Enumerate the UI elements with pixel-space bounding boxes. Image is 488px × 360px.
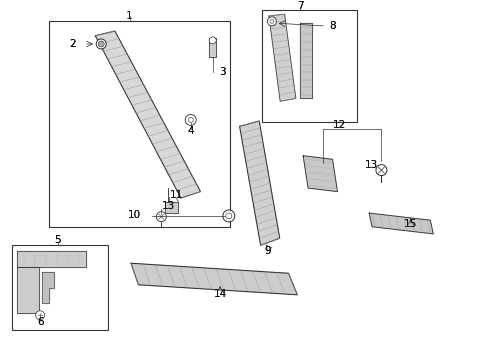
- Text: 3: 3: [219, 67, 225, 77]
- Text: 15: 15: [403, 219, 417, 229]
- Text: 1: 1: [126, 11, 133, 21]
- Circle shape: [98, 41, 104, 47]
- Text: 6: 6: [37, 318, 43, 327]
- Circle shape: [36, 311, 44, 320]
- Circle shape: [188, 117, 193, 122]
- Text: 13: 13: [364, 160, 378, 170]
- Text: 2: 2: [69, 39, 76, 49]
- Text: 14: 14: [213, 289, 226, 299]
- Text: 8: 8: [328, 21, 335, 31]
- Text: 10: 10: [128, 210, 141, 220]
- Bar: [12, 245, 107, 329]
- Polygon shape: [300, 23, 311, 98]
- Circle shape: [269, 19, 273, 23]
- Circle shape: [223, 210, 234, 222]
- Text: 11: 11: [169, 190, 183, 200]
- Text: 8: 8: [328, 21, 335, 31]
- Text: 14: 14: [213, 289, 226, 299]
- Polygon shape: [303, 156, 337, 192]
- Text: 2: 2: [69, 39, 76, 49]
- Text: 7: 7: [296, 1, 303, 11]
- Polygon shape: [17, 251, 85, 267]
- Circle shape: [209, 37, 216, 44]
- Text: 4: 4: [187, 126, 194, 136]
- Circle shape: [225, 213, 231, 219]
- Polygon shape: [95, 31, 200, 198]
- Polygon shape: [131, 263, 297, 295]
- Circle shape: [267, 17, 276, 26]
- Text: 15: 15: [403, 219, 417, 229]
- Circle shape: [375, 165, 386, 176]
- Polygon shape: [368, 213, 432, 234]
- Polygon shape: [165, 202, 178, 213]
- Text: 12: 12: [332, 120, 346, 130]
- Text: 11: 11: [169, 190, 183, 200]
- Text: 9: 9: [264, 246, 271, 256]
- Text: 9: 9: [264, 246, 271, 256]
- Text: 7: 7: [296, 1, 303, 11]
- Polygon shape: [209, 37, 216, 57]
- Circle shape: [156, 212, 166, 222]
- Text: 3: 3: [219, 67, 225, 77]
- Circle shape: [185, 114, 196, 125]
- Bar: [261, 10, 356, 122]
- Text: 13: 13: [162, 201, 175, 211]
- Text: 4: 4: [187, 126, 194, 136]
- Polygon shape: [239, 121, 279, 245]
- Text: 13: 13: [364, 160, 378, 170]
- Polygon shape: [268, 14, 295, 101]
- Text: 5: 5: [54, 235, 61, 245]
- Circle shape: [96, 39, 106, 49]
- Text: 10: 10: [128, 210, 141, 220]
- Polygon shape: [17, 267, 39, 314]
- Text: 5: 5: [54, 235, 61, 245]
- Bar: [49, 21, 229, 228]
- Text: 13: 13: [162, 201, 175, 211]
- Polygon shape: [41, 272, 54, 303]
- Text: 12: 12: [332, 120, 346, 130]
- Text: 6: 6: [37, 318, 43, 327]
